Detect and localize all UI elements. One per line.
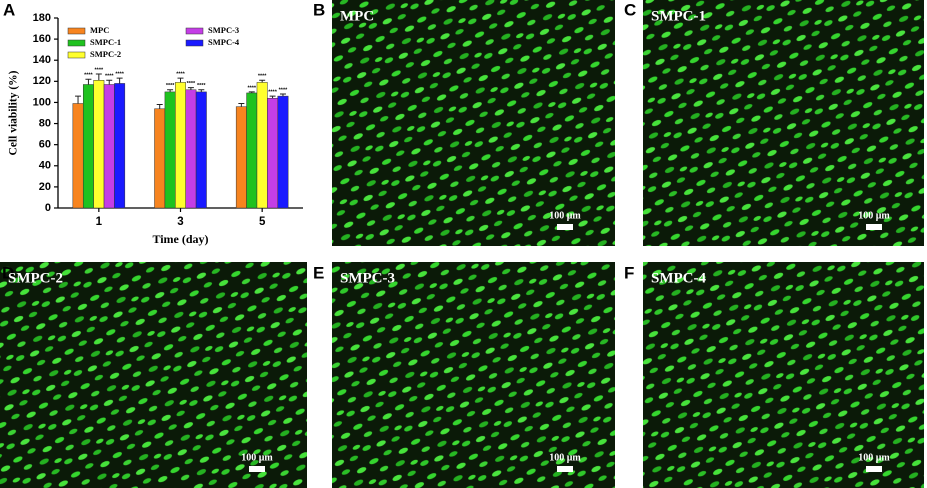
y-tick-label: 160 [33, 33, 51, 45]
image-label: SMPC-3 [340, 270, 395, 286]
error-bar [259, 79, 266, 83]
bar [185, 89, 197, 209]
error-bar [198, 89, 205, 92]
scale-bar [557, 466, 573, 472]
significance-label: **** [176, 72, 185, 78]
bar [195, 91, 207, 209]
scale-bar-label: 100 μm [241, 452, 273, 463]
bar [256, 82, 268, 209]
micrograph [643, 0, 924, 246]
significance-label: **** [115, 72, 124, 78]
scale-bar-label: 100 μm [549, 210, 581, 221]
image-label: SMPC-2 [8, 270, 63, 286]
error-bar [75, 95, 82, 104]
x-tick-label: 5 [259, 216, 266, 228]
legend-label: SMPC-3 [208, 25, 239, 35]
bar-chart: A 0 20 40 60 80 100 120 140 160 180 Cell viability … [3, 0, 303, 246]
legend-label: SMPC-1 [90, 37, 121, 47]
y-tick-label: 120 [33, 75, 51, 87]
significance-label: **** [166, 83, 175, 89]
y-tick-label: 60 [39, 139, 51, 151]
error-bar [187, 87, 194, 90]
significance-label: **** [247, 85, 256, 91]
micrograph [332, 262, 615, 488]
error-bar [269, 95, 276, 99]
scale-bar-label: 100 μm [858, 452, 890, 463]
legend-swatch [67, 27, 86, 35]
scale-bar [249, 466, 265, 472]
scale-bar [866, 466, 882, 472]
legend-label: SMPC-4 [208, 37, 240, 47]
bar [235, 106, 247, 209]
legend-swatch [67, 39, 86, 47]
error-bar [177, 77, 184, 83]
error-bar [106, 79, 113, 85]
significance-label: **** [84, 73, 93, 79]
significance-label: **** [268, 90, 277, 96]
significance-label: **** [197, 83, 206, 89]
scale-bar-label: 100 μm [858, 210, 890, 221]
scale-bar [866, 224, 882, 230]
significance-label: **** [187, 81, 196, 87]
error-bar [95, 73, 102, 81]
bar [277, 95, 289, 209]
panel-letter: B [313, 0, 325, 19]
error-bar [279, 93, 286, 97]
significance-label: **** [105, 74, 114, 80]
micrograph [332, 0, 615, 246]
y-tick-label: 40 [39, 160, 51, 172]
image-label: SMPC-4 [651, 270, 706, 286]
bar [114, 83, 126, 209]
bar [164, 91, 176, 209]
significance-label: **** [258, 74, 267, 80]
significance-label: **** [279, 87, 288, 93]
micrograph [643, 262, 924, 488]
error-bar [116, 77, 123, 84]
error-bar [238, 103, 245, 107]
legend-swatch [185, 39, 204, 47]
error-bar [156, 104, 163, 109]
bar [175, 82, 186, 209]
significance-label: **** [95, 67, 104, 73]
y-tick-label: 0 [45, 202, 51, 214]
bar [93, 80, 105, 209]
panel-letter: D [2, 263, 14, 282]
image-label: MPC [340, 8, 374, 24]
scale-bar-label: 100 μm [549, 452, 581, 463]
y-axis-title: Cell viability (%) [8, 70, 20, 155]
scale-bar [557, 224, 573, 230]
error-bar [167, 89, 174, 92]
micrograph [0, 262, 307, 488]
legend-swatch [67, 51, 86, 59]
legend-label: SMPC-2 [90, 49, 121, 59]
image-label: SMPC-1 [651, 8, 706, 24]
panel-letter: F [624, 263, 634, 282]
error-bar [248, 91, 255, 93]
y-tick-label: 180 [33, 12, 51, 24]
bar [154, 108, 166, 209]
x-tick-label: 1 [96, 216, 103, 228]
error-bar [85, 78, 92, 85]
panel-letter: C [624, 0, 636, 19]
bar [72, 103, 84, 209]
y-tick-label: 140 [33, 54, 51, 66]
panel-letter: A [3, 0, 15, 19]
bar [246, 92, 258, 209]
y-tick-label: 20 [39, 181, 51, 193]
y-tick-label: 80 [39, 117, 51, 129]
legend-swatch [185, 27, 204, 35]
y-tick-label: 100 [33, 96, 51, 108]
panel-letter: E [313, 263, 324, 282]
bar [82, 84, 94, 209]
x-axis-title: Time (day) [152, 232, 208, 246]
bar [267, 97, 279, 209]
bar [103, 84, 115, 209]
x-tick-label: 3 [177, 216, 183, 228]
legend-label: MPC [90, 25, 109, 35]
